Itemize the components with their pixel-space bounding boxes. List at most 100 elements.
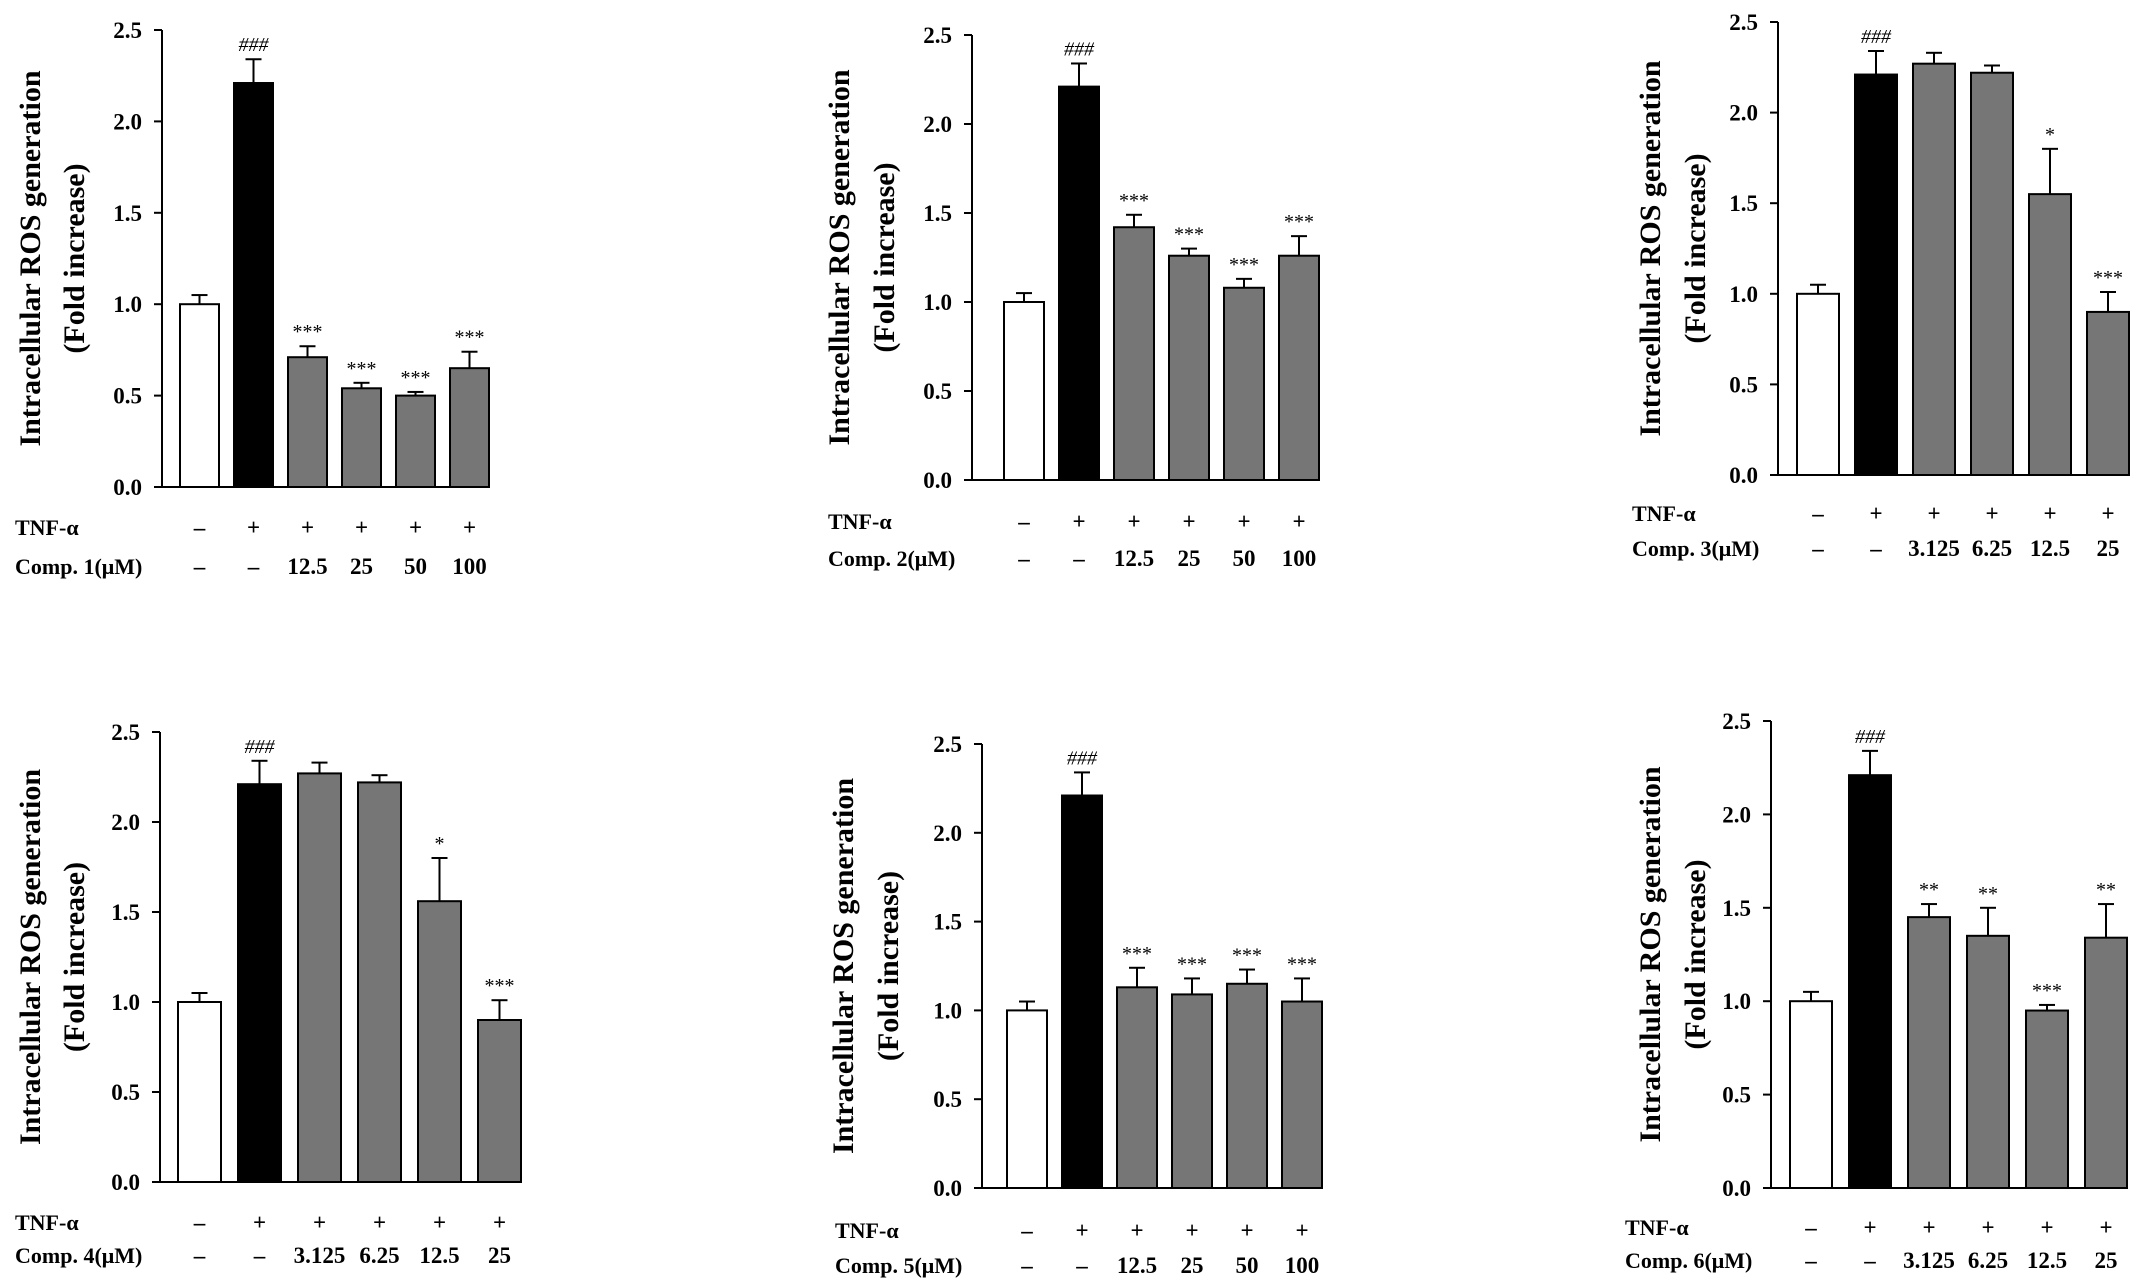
tnf-row-value: + xyxy=(1292,509,1305,534)
tnf-row-value: + xyxy=(1182,509,1195,534)
y-tick-label: 1.5 xyxy=(933,910,962,935)
y-tick-label: 2.5 xyxy=(923,23,952,48)
y-tick-label: 0.0 xyxy=(1729,463,1758,488)
significance-marker: *** xyxy=(1229,254,1259,276)
chart-panel-1: 0.0 0.5 1.0 1.5 2.0 2.5 Intracellular ROS gene… xyxy=(14,18,490,579)
y-tick-label: 0.5 xyxy=(1722,1083,1751,1108)
tnf-row-value: + xyxy=(1185,1218,1198,1243)
significance-marker: ### xyxy=(239,34,270,56)
bar xyxy=(1006,1009,1048,1190)
significance-marker: *** xyxy=(401,367,431,389)
conc-row-value: 25 xyxy=(350,554,373,579)
tnf-row-value: + xyxy=(493,1210,506,1235)
tnf-row-value: + xyxy=(409,515,422,540)
y-axis-subtitle: (Fold increase) xyxy=(872,871,905,1061)
significance-marker: ### xyxy=(1067,747,1098,769)
bar xyxy=(2028,193,2072,476)
tnf-row-value: + xyxy=(1130,1218,1143,1243)
conc-row-value: 3.125 xyxy=(294,1243,346,1268)
bar xyxy=(357,781,402,1184)
bar xyxy=(1854,73,1898,476)
y-axis-title: Intracellular ROS generation xyxy=(823,69,856,445)
conc-row-value: 50 xyxy=(1233,546,1256,571)
conc-row-value: 25 xyxy=(1178,546,1201,571)
tnf-row-value: + xyxy=(1869,501,1882,526)
conc-row-value: – xyxy=(1075,1253,1088,1278)
tnf-row-value: + xyxy=(373,1210,386,1235)
bar xyxy=(233,82,274,489)
bar xyxy=(395,394,436,489)
conc-row-value: – xyxy=(1811,536,1824,561)
y-tick-label: 0.0 xyxy=(933,1176,962,1201)
conc-row-label: Comp. 3(μM) xyxy=(1632,536,1759,561)
y-tick-label: 2.0 xyxy=(923,112,952,137)
tnf-row-value: – xyxy=(193,515,206,540)
y-tick-label: 0.0 xyxy=(1722,1176,1751,1201)
significance-marker: ### xyxy=(1064,38,1095,60)
conc-row-value: – xyxy=(1869,536,1882,561)
significance-marker: *** xyxy=(1284,211,1314,233)
y-axis-title: Intracellular ROS generation xyxy=(1634,766,1667,1142)
y-tick-label: 0.5 xyxy=(113,384,142,409)
bar xyxy=(1058,85,1100,482)
significance-marker: *** xyxy=(1287,953,1317,975)
conc-row-value: 3.125 xyxy=(1903,1248,1955,1273)
conc-row-value: – xyxy=(193,1243,206,1268)
y-tick-label: 1.5 xyxy=(1729,191,1758,216)
tnf-row-value: + xyxy=(355,515,368,540)
bar xyxy=(1966,934,2010,1189)
y-tick-label: 2.5 xyxy=(1729,10,1758,35)
y-tick-label: 1.5 xyxy=(1722,896,1751,921)
tnf-row-value: + xyxy=(1922,1215,1935,1240)
tnf-row-value: + xyxy=(247,515,260,540)
tnf-row-value: + xyxy=(2099,1215,2112,1240)
conc-row-value: 6.25 xyxy=(1968,1248,2008,1273)
tnf-row-value: + xyxy=(1863,1215,1876,1240)
significance-marker: ### xyxy=(245,736,276,758)
y-tick-label: 0.0 xyxy=(923,468,952,493)
y-tick-label: 2.0 xyxy=(113,109,142,134)
y-tick-label: 1.5 xyxy=(923,201,952,226)
y-tick-label: 2.0 xyxy=(111,810,140,835)
significance-marker: ** xyxy=(1978,883,1998,905)
bar xyxy=(1796,292,1840,476)
significance-marker: *** xyxy=(1174,224,1204,246)
y-tick-label: 0.5 xyxy=(933,1087,962,1112)
y-axis-subtitle: (Fold increase) xyxy=(1679,859,1712,1049)
y-tick-label: 2.5 xyxy=(111,720,140,745)
y-tick-label: 1.0 xyxy=(111,990,140,1015)
bar xyxy=(179,303,220,489)
tnf-row-value: – xyxy=(1804,1215,1817,1240)
significance-marker: *** xyxy=(485,975,515,997)
tnf-row-value: + xyxy=(1240,1218,1253,1243)
y-axis-title: Intracellular ROS generation xyxy=(14,769,47,1145)
chart-panel-6: 0.0 0.5 1.0 1.5 2.0 2.5 Intracellular ROS gene… xyxy=(1625,709,2128,1273)
y-tick-label: 1.0 xyxy=(113,292,142,317)
conc-row-value: – xyxy=(247,554,260,579)
y-tick-label: 1.0 xyxy=(1729,282,1758,307)
conc-row-value: 12.5 xyxy=(287,554,327,579)
y-axis-subtitle: (Fold increase) xyxy=(58,163,91,353)
significance-marker: * xyxy=(435,833,445,855)
y-tick-label: 2.0 xyxy=(933,821,962,846)
y-tick-label: 2.0 xyxy=(1722,802,1751,827)
significance-marker: *** xyxy=(347,358,377,380)
bar xyxy=(1113,226,1155,481)
conc-row-value: 25 xyxy=(2095,1248,2118,1273)
y-tick-label: 1.0 xyxy=(923,290,952,315)
bar xyxy=(1116,986,1158,1190)
bar xyxy=(1281,1000,1323,1190)
y-tick-label: 1.5 xyxy=(113,201,142,226)
significance-marker: ** xyxy=(1919,879,1939,901)
conc-row-value: 50 xyxy=(1236,1253,1259,1278)
bar xyxy=(1171,993,1213,1190)
tnf-row-value: – xyxy=(1811,501,1824,526)
significance-marker: ### xyxy=(1861,26,1892,48)
bar xyxy=(417,900,462,1183)
y-axis-subtitle: (Fold increase) xyxy=(1679,153,1712,343)
tnf-row-value: + xyxy=(1072,509,1085,534)
conc-row-value: 3.125 xyxy=(1908,536,1960,561)
tnf-row-label: TNF-α xyxy=(1625,1215,1689,1240)
conc-row-value: – xyxy=(1804,1248,1817,1273)
bar xyxy=(1912,62,1956,477)
